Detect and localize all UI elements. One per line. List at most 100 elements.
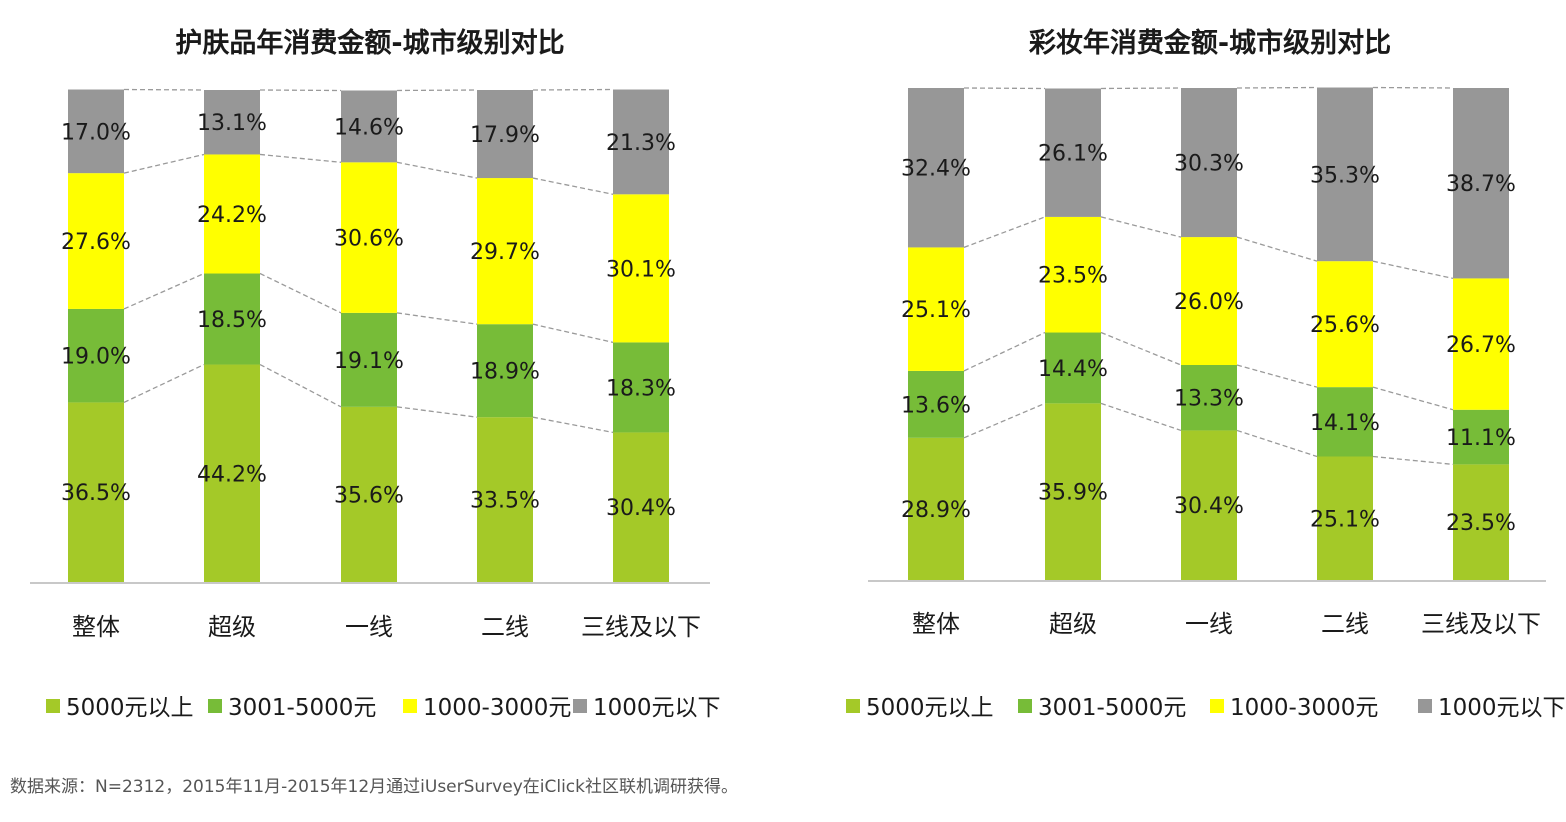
connector-line-0-0-1 [259, 363, 342, 408]
legend-swatch-1-2 [1210, 699, 1224, 713]
bar-segment-1-2-1 [1181, 364, 1237, 431]
connector-line-0-0-2 [396, 406, 478, 418]
data-label-1-4-1: 11.1% [1446, 426, 1516, 451]
connector-line-0-2-2 [396, 161, 478, 179]
data-label-0-2-3: 14.6% [334, 115, 404, 140]
legend-swatch-1-3 [1418, 699, 1432, 713]
connector-line-1-2-3 [1372, 260, 1454, 280]
bar-segment-0-0-3 [68, 89, 124, 174]
data-label-0-1-2: 24.2% [197, 203, 267, 228]
bar-segment-0-2-0 [341, 406, 397, 582]
data-label-0-2-2: 30.6% [334, 227, 404, 252]
bar-segment-1-3-0 [1317, 456, 1373, 580]
connector-line-1-1-2 [1236, 364, 1318, 388]
bar-segment-0-0-2 [68, 173, 124, 309]
bar-segment-0-2-1 [341, 312, 397, 407]
bar-segment-1-3-3 [1317, 87, 1373, 262]
data-label-1-3-2: 25.6% [1310, 313, 1380, 338]
connector-line-1-2-0 [963, 216, 1046, 249]
data-label-1-0-3: 32.4% [901, 157, 971, 182]
bar-segment-0-4-2 [613, 194, 669, 343]
legend-label-1-1: 3001-5000元 [1038, 695, 1186, 721]
data-label-1-4-0: 23.5% [1446, 511, 1516, 536]
category-label-0-2: 一线 [345, 613, 393, 641]
connector-line-1-0-2 [1236, 429, 1318, 458]
data-label-0-3-1: 18.9% [470, 360, 540, 385]
bar-segment-1-4-2 [1453, 278, 1509, 410]
data-label-1-1-0: 35.9% [1038, 481, 1108, 506]
bar-segment-1-2-2 [1181, 237, 1237, 365]
connector-line-1-1-1 [1100, 331, 1182, 366]
bar-segment-1-3-2 [1317, 261, 1373, 388]
connector-line-0-1-3 [532, 323, 614, 344]
bar-segment-1-4-1 [1453, 409, 1509, 465]
data-label-0-0-2: 27.6% [61, 230, 131, 255]
bar-segment-0-2-3 [341, 90, 397, 163]
bar-segment-0-4-1 [613, 342, 669, 433]
connector-line-0-2-1 [259, 153, 342, 163]
data-label-1-4-3: 38.7% [1446, 172, 1516, 197]
data-label-0-4-1: 18.3% [606, 376, 676, 401]
data-label-1-3-1: 14.1% [1310, 411, 1380, 436]
connector-line-0-0-0 [123, 363, 205, 404]
legend-label-0-2: 1000-3000元 [423, 695, 571, 721]
data-label-0-1-3: 13.1% [197, 111, 267, 136]
data-label-0-0-1: 19.0% [61, 345, 131, 370]
category-label-0-1: 超级 [208, 613, 256, 641]
legend-swatch-0-2 [403, 699, 417, 713]
bar-segment-1-4-0 [1453, 464, 1509, 580]
data-label-1-1-1: 14.4% [1038, 357, 1108, 382]
data-label-1-3-3: 35.3% [1310, 163, 1380, 188]
bar-segment-0-3-2 [477, 178, 533, 325]
connector-line-0-1-1 [259, 272, 342, 314]
connector-line-0-2-0 [123, 153, 205, 174]
data-label-0-3-2: 29.7% [470, 240, 540, 265]
bar-segment-1-2-3 [1181, 88, 1237, 238]
connector-line-0-2-3 [532, 177, 614, 195]
bar-segment-1-0-0 [908, 437, 964, 580]
category-label-1-2: 一线 [1185, 610, 1233, 638]
data-label-1-4-2: 26.7% [1446, 333, 1516, 358]
data-label-0-4-2: 30.1% [606, 257, 676, 282]
legend-label-1-0: 5000元以上 [866, 695, 994, 721]
data-label-1-0-0: 28.9% [901, 498, 971, 523]
bar-segment-1-4-3 [1453, 88, 1509, 279]
legend-swatch-1-1 [1018, 699, 1032, 713]
connector-line-0-0-3 [532, 416, 614, 434]
legend-swatch-0-3 [573, 699, 587, 713]
category-label-0-3: 二线 [481, 613, 529, 641]
data-label-1-2-3: 30.3% [1174, 152, 1244, 177]
data-label-0-0-3: 17.0% [61, 120, 131, 145]
data-label-0-4-0: 30.4% [606, 496, 676, 521]
connector-line-1-0-0 [963, 402, 1046, 439]
connector-line-0-1-2 [396, 312, 478, 325]
chart-title-skincare: 护肤品年消费金额-城市级别对比 [175, 28, 565, 59]
bar-segment-0-0-0 [68, 402, 124, 582]
data-label-0-3-3: 17.9% [470, 123, 540, 148]
bar-segment-1-1-3 [1045, 88, 1101, 217]
legend-label-0-1: 3001-5000元 [228, 695, 376, 721]
data-label-1-1-3: 26.1% [1038, 142, 1108, 167]
bar-segment-1-0-1 [908, 370, 964, 438]
bar-segment-0-4-3 [613, 89, 669, 195]
data-label-1-0-1: 13.6% [901, 393, 971, 418]
data-label-0-4-3: 21.3% [606, 131, 676, 156]
bar-segment-1-0-3 [908, 88, 964, 248]
bar-segment-0-1-2 [204, 154, 260, 274]
bar-segment-1-1-1 [1045, 332, 1101, 404]
bar-segment-0-1-1 [204, 273, 260, 365]
connector-line-1-2-1 [1100, 216, 1182, 238]
connector-line-1-0-1 [1100, 402, 1182, 432]
data-label-0-0-0: 36.5% [61, 481, 131, 506]
category-label-0-0: 整体 [72, 613, 120, 641]
data-label-0-2-1: 19.1% [334, 349, 404, 374]
data-label-1-1-2: 23.5% [1038, 264, 1108, 289]
data-label-1-2-0: 30.4% [1174, 494, 1244, 519]
legend-swatch-0-1 [208, 699, 222, 713]
bar-segment-0-1-3 [204, 90, 260, 155]
legend-label-0-3: 1000元以下 [593, 695, 721, 721]
data-label-1-0-2: 25.1% [901, 298, 971, 323]
category-label-1-3: 二线 [1321, 610, 1369, 638]
